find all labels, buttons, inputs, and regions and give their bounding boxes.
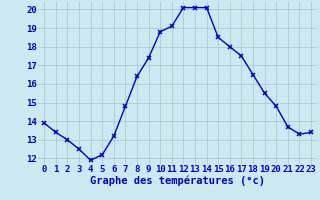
X-axis label: Graphe des températures (°c): Graphe des températures (°c) [90, 176, 265, 186]
